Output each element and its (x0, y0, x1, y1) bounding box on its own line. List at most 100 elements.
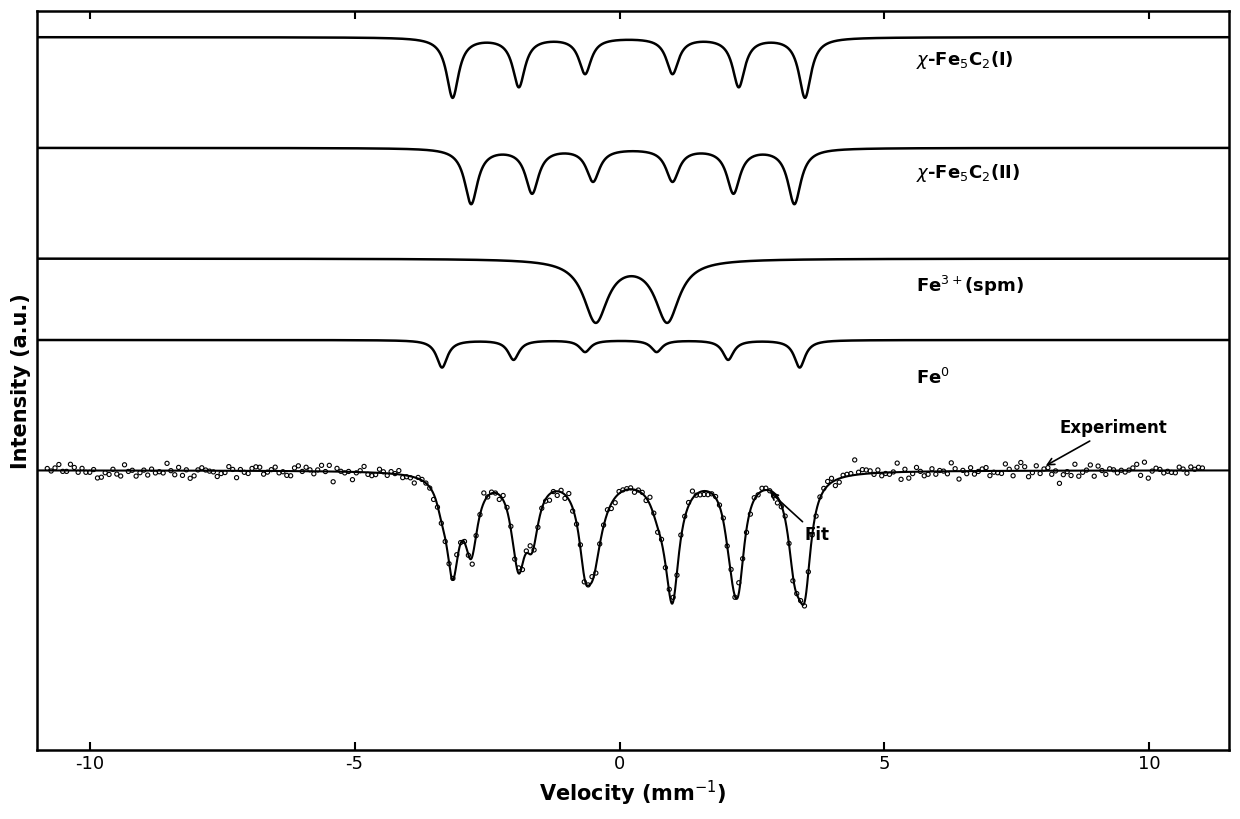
Point (632, 486, 652, 499)
Point (663, 590, 683, 604)
Point (497, 501, 517, 514)
Point (123, 464, 143, 477)
Point (373, 465, 393, 478)
Point (980, 469, 999, 482)
Point (84, 463, 104, 476)
Point (629, 483, 649, 496)
Point (1173, 463, 1193, 476)
Point (339, 465, 358, 478)
Point (435, 535, 455, 548)
Point (350, 464, 370, 477)
Point (563, 505, 583, 518)
Point (547, 489, 567, 502)
Point (857, 464, 877, 477)
Point (675, 509, 694, 523)
Point (702, 487, 722, 500)
Point (837, 468, 857, 481)
Point (954, 464, 973, 477)
Point (477, 491, 497, 504)
Point (428, 500, 448, 514)
Point (888, 456, 908, 469)
Point (463, 558, 482, 571)
Point (508, 561, 528, 574)
Point (516, 545, 536, 558)
Point (1069, 469, 1089, 482)
Point (1169, 460, 1189, 473)
Point (844, 454, 864, 467)
Point (157, 457, 177, 470)
Point (95, 466, 115, 479)
Point (923, 462, 942, 475)
Point (621, 482, 641, 495)
Point (1045, 464, 1065, 477)
Point (934, 464, 954, 477)
Point (687, 489, 707, 502)
Point (149, 465, 169, 478)
Point (1135, 455, 1154, 468)
Point (1115, 465, 1135, 478)
Point (802, 528, 822, 541)
Point (114, 459, 134, 472)
Point (48, 458, 68, 471)
Point (830, 476, 849, 489)
Point (1084, 469, 1104, 482)
Point (543, 485, 563, 498)
Text: $\chi$-Fe$_5$C$_2$(I): $\chi$-Fe$_5$C$_2$(I) (916, 49, 1014, 71)
Point (775, 509, 795, 523)
Point (539, 494, 559, 507)
Point (949, 473, 968, 486)
Point (92, 471, 112, 484)
Point (613, 483, 632, 496)
Point (481, 486, 501, 499)
Point (320, 459, 340, 472)
Point (976, 461, 996, 474)
Point (941, 456, 961, 469)
Point (265, 460, 285, 473)
Point (61, 458, 81, 471)
Point (1018, 470, 1038, 483)
Point (57, 465, 77, 478)
Point (1131, 468, 1151, 482)
Point (277, 468, 296, 482)
Point (861, 464, 880, 477)
Point (362, 469, 382, 482)
Point (868, 464, 888, 477)
Point (988, 466, 1008, 479)
Point (559, 487, 579, 500)
Point (219, 460, 239, 473)
Point (415, 477, 435, 490)
Point (1096, 468, 1116, 481)
Point (1027, 459, 1047, 473)
Point (141, 463, 161, 476)
Point (280, 469, 300, 482)
Point (532, 502, 552, 515)
Y-axis label: Intensity (a.u.): Intensity (a.u.) (11, 293, 31, 468)
Point (41, 464, 61, 477)
Point (536, 495, 556, 508)
Point (103, 463, 123, 476)
Point (308, 464, 327, 477)
Point (616, 482, 636, 495)
Point (879, 468, 899, 481)
Point (813, 482, 833, 495)
Text: Fit: Fit (771, 493, 830, 545)
X-axis label: Velocity (mm$^{-1}$): Velocity (mm$^{-1}$) (539, 779, 727, 808)
Point (242, 462, 262, 475)
Point (899, 472, 919, 485)
Point (107, 468, 126, 481)
Point (651, 533, 671, 546)
Point (551, 484, 570, 497)
Point (161, 464, 181, 477)
Point (134, 464, 154, 477)
Point (1042, 468, 1061, 481)
Point (512, 563, 532, 576)
Point (1158, 464, 1178, 477)
Point (450, 536, 470, 549)
Point (1189, 461, 1209, 474)
Point (76, 466, 95, 479)
Point (810, 491, 830, 504)
Point (706, 490, 725, 503)
Point (713, 512, 733, 525)
Point (691, 488, 711, 501)
Point (601, 502, 621, 515)
